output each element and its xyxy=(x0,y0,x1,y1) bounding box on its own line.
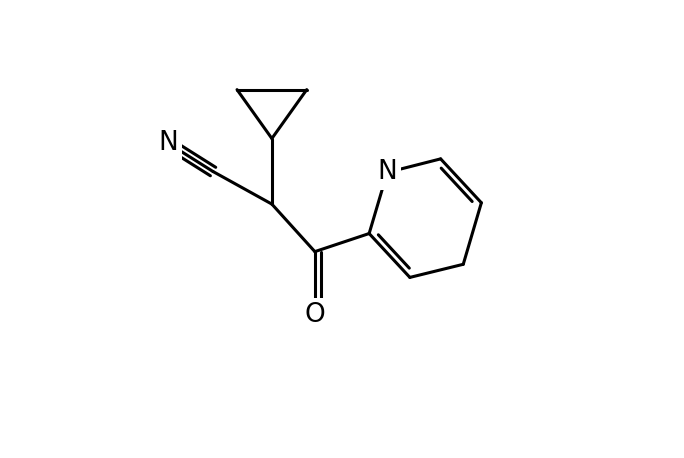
Text: N: N xyxy=(378,159,397,185)
Text: O: O xyxy=(304,302,325,328)
Text: N: N xyxy=(158,130,178,156)
